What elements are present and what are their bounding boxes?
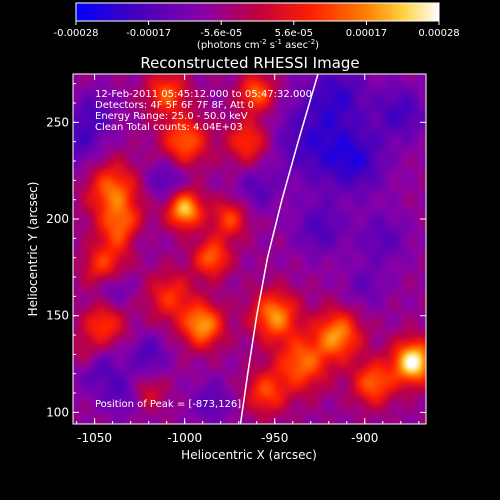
x-tick-label: -1050 [77,431,112,445]
y-tick-label: 100 [46,405,69,419]
x-tick-label: -950 [261,431,288,445]
colorbar-tick-label: 0.00017 [346,28,387,39]
x-tick-label: -1000 [167,431,202,445]
x-axis-label: Heliocentric X (arcsec) [181,448,317,462]
y-tick-label: 150 [46,309,69,323]
colorbar-tick-label: 0.00028 [418,28,459,39]
colorbar-unit-label: (photons cm-2 s-1 asec-2) [197,38,319,51]
y-tick-label: 200 [46,212,69,226]
colorbar-tick-label: 5.6e-05 [275,28,313,39]
y-axis-label: Heliocentric Y (arcsec) [26,182,40,317]
colorbar-tick-label: -0.00017 [126,28,171,39]
chart-title: Reconstructed RHESSI Image [140,54,359,72]
plot-frame [72,73,427,425]
colorbar-tick-labels: -0.00028 -0.00017 -5.6e-05 5.6e-05 0.00017 0.… [54,28,460,39]
solar-limb-curve [239,74,319,424]
colorbar-frame [75,2,440,22]
peak-position-label: Position of Peak = [-873,126] [95,399,241,410]
observation-annotations: 12-Feb-2011 05:45:12.000 to 05:47:32.000… [95,89,312,133]
y-tick-label: 250 [46,115,69,129]
colorbar [76,3,439,21]
colorbar-tick-label: -5.6e-05 [200,28,242,39]
x-axis: -1050 -1000 -950 -900 [76,74,420,445]
annotation-line: Detectors: 4F 5F 6F 7F 8F, Att 0 [95,100,254,111]
annotation-line: 12-Feb-2011 05:45:12.000 to 05:47:32.000 [95,89,312,100]
annotation-line: Energy Range: 25.0 - 50.0 keV [95,111,248,122]
x-tick-label: -900 [351,431,378,445]
colorbar-ticks [75,21,440,25]
colorbar-tick-label: -0.00028 [54,28,99,39]
y-axis: 100 150 200 250 [46,83,426,419]
annotation-line: Clean Total counts: 4.04E+03 [95,122,243,133]
